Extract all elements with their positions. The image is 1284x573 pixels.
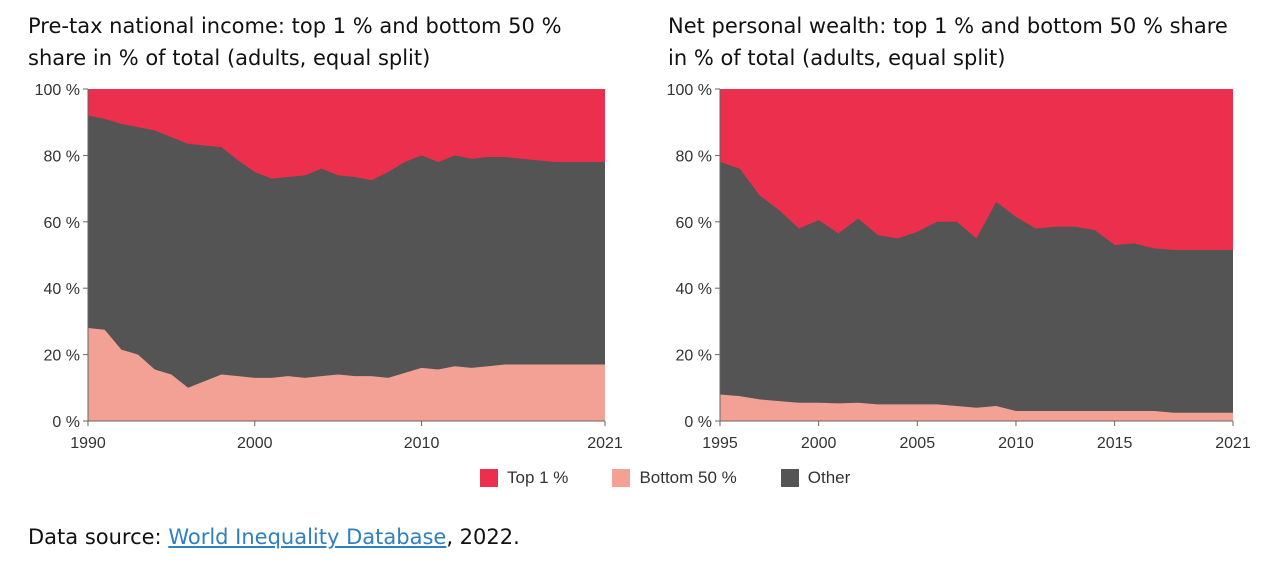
area-bottom50 — [88, 328, 605, 421]
legend: Top 1 % Bottom 50 % Other — [480, 468, 894, 488]
y-tick-label: 60 % — [676, 215, 712, 232]
x-tick-label: 2000 — [237, 435, 273, 452]
y-tick-label: 0 % — [684, 414, 712, 431]
x-tick-label: 1990 — [70, 435, 106, 452]
legend-swatch-other — [780, 469, 799, 487]
x-tick-label: 2010 — [404, 435, 440, 452]
legend-label-other: Other — [807, 468, 851, 487]
y-tick-label: 40 % — [44, 281, 80, 298]
y-tick-label: 20 % — [44, 348, 80, 365]
y-tick-label: 0 % — [52, 414, 80, 431]
legend-swatch-top1 — [480, 469, 498, 487]
y-tick-label: 20 % — [676, 348, 712, 365]
source-suffix: , 2022. — [446, 525, 520, 549]
x-tick-label: 2005 — [900, 435, 936, 452]
x-tick-label: 2015 — [1097, 435, 1133, 452]
x-tick-label: 2000 — [801, 435, 837, 452]
area-bottom50 — [720, 394, 1233, 421]
y-tick-label: 100 % — [667, 82, 712, 99]
x-tick-label: 2021 — [587, 435, 623, 452]
legend-label-bottom50: Bottom 50 % — [639, 468, 737, 487]
wealth-share-chart: 0 % 20 % 40 % 60 % 80 % 100 % 1995 2000 2005 2010… — [667, 82, 1251, 452]
x-tick-label: 2010 — [998, 435, 1034, 452]
y-tick-label: 40 % — [676, 281, 712, 298]
area-other — [720, 162, 1233, 422]
legend-item-other: Other — [780, 468, 851, 488]
legend-label-top1: Top 1 % — [507, 468, 569, 487]
area-other — [88, 115, 605, 421]
data-source-note: Data source: World Inequality Database, … — [28, 525, 520, 549]
chart-title-income: Pre-tax national income: top 1 % and bot… — [28, 14, 562, 70]
y-tick-label: 60 % — [44, 215, 80, 232]
legend-item-bottom50: Bottom 50 % — [612, 468, 737, 488]
income-share-chart: 0 % 20 % 40 % 60 % 80 % 100 % 1990 2000 2010 2021 — [35, 82, 623, 452]
chart-title-wealth: Net personal wealth: top 1 % and bottom … — [668, 14, 1228, 70]
y-tick-label: 100 % — [35, 82, 80, 99]
legend-item-top1: Top 1 % — [480, 468, 568, 488]
source-prefix: Data source: — [28, 525, 169, 549]
y-tick-label: 80 % — [44, 148, 80, 165]
x-tick-label: 1995 — [702, 435, 738, 452]
y-tick-label: 80 % — [676, 148, 712, 165]
legend-swatch-bottom50 — [612, 469, 631, 487]
source-link[interactable]: World Inequality Database — [168, 525, 447, 549]
x-tick-label: 2021 — [1215, 435, 1251, 452]
